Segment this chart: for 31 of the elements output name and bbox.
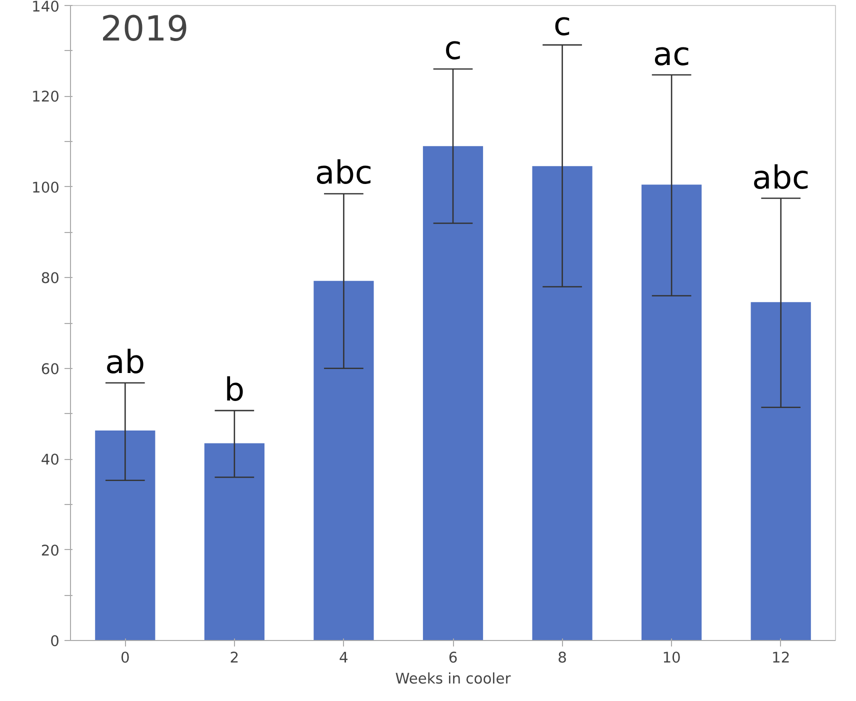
x-tick-label: 0 — [120, 650, 130, 666]
y-tick-label: 120 — [32, 88, 60, 106]
x-tick-label: 2 — [230, 650, 240, 666]
x-tick-label: 6 — [448, 650, 458, 666]
y-tick-label: 80 — [40, 270, 60, 288]
annotation: 2019 — [100, 10, 189, 50]
y-tick-label: 40 — [40, 452, 60, 469]
annotation: ac — [652, 34, 690, 73]
bar — [532, 166, 592, 640]
bar — [642, 184, 702, 640]
y-tick-label: 0 — [50, 633, 60, 650]
annotation: c — [444, 29, 462, 67]
bar — [750, 302, 811, 640]
x-tick-label: 12 — [772, 650, 790, 666]
bar — [95, 430, 156, 640]
annotation: ab — [105, 342, 146, 381]
x-tick-label: 4 — [339, 650, 348, 666]
annotation: abc — [752, 158, 810, 196]
bar — [314, 280, 374, 640]
y-tick-label: 140 — [32, 0, 60, 16]
y-tick-label: 20 — [40, 542, 60, 560]
y-tick-label: 100 — [32, 179, 60, 196]
bar — [422, 146, 484, 640]
bar — [204, 443, 264, 640]
x-tick-label: 10 — [662, 650, 681, 666]
annotation: abc — [314, 154, 372, 192]
annotation: c — [553, 4, 572, 43]
annotation: b — [224, 370, 245, 409]
x-tick-label: 8 — [558, 650, 567, 666]
x-axis-title: Weeks in cooler — [395, 670, 512, 688]
y-tick-label: 60 — [40, 360, 60, 378]
